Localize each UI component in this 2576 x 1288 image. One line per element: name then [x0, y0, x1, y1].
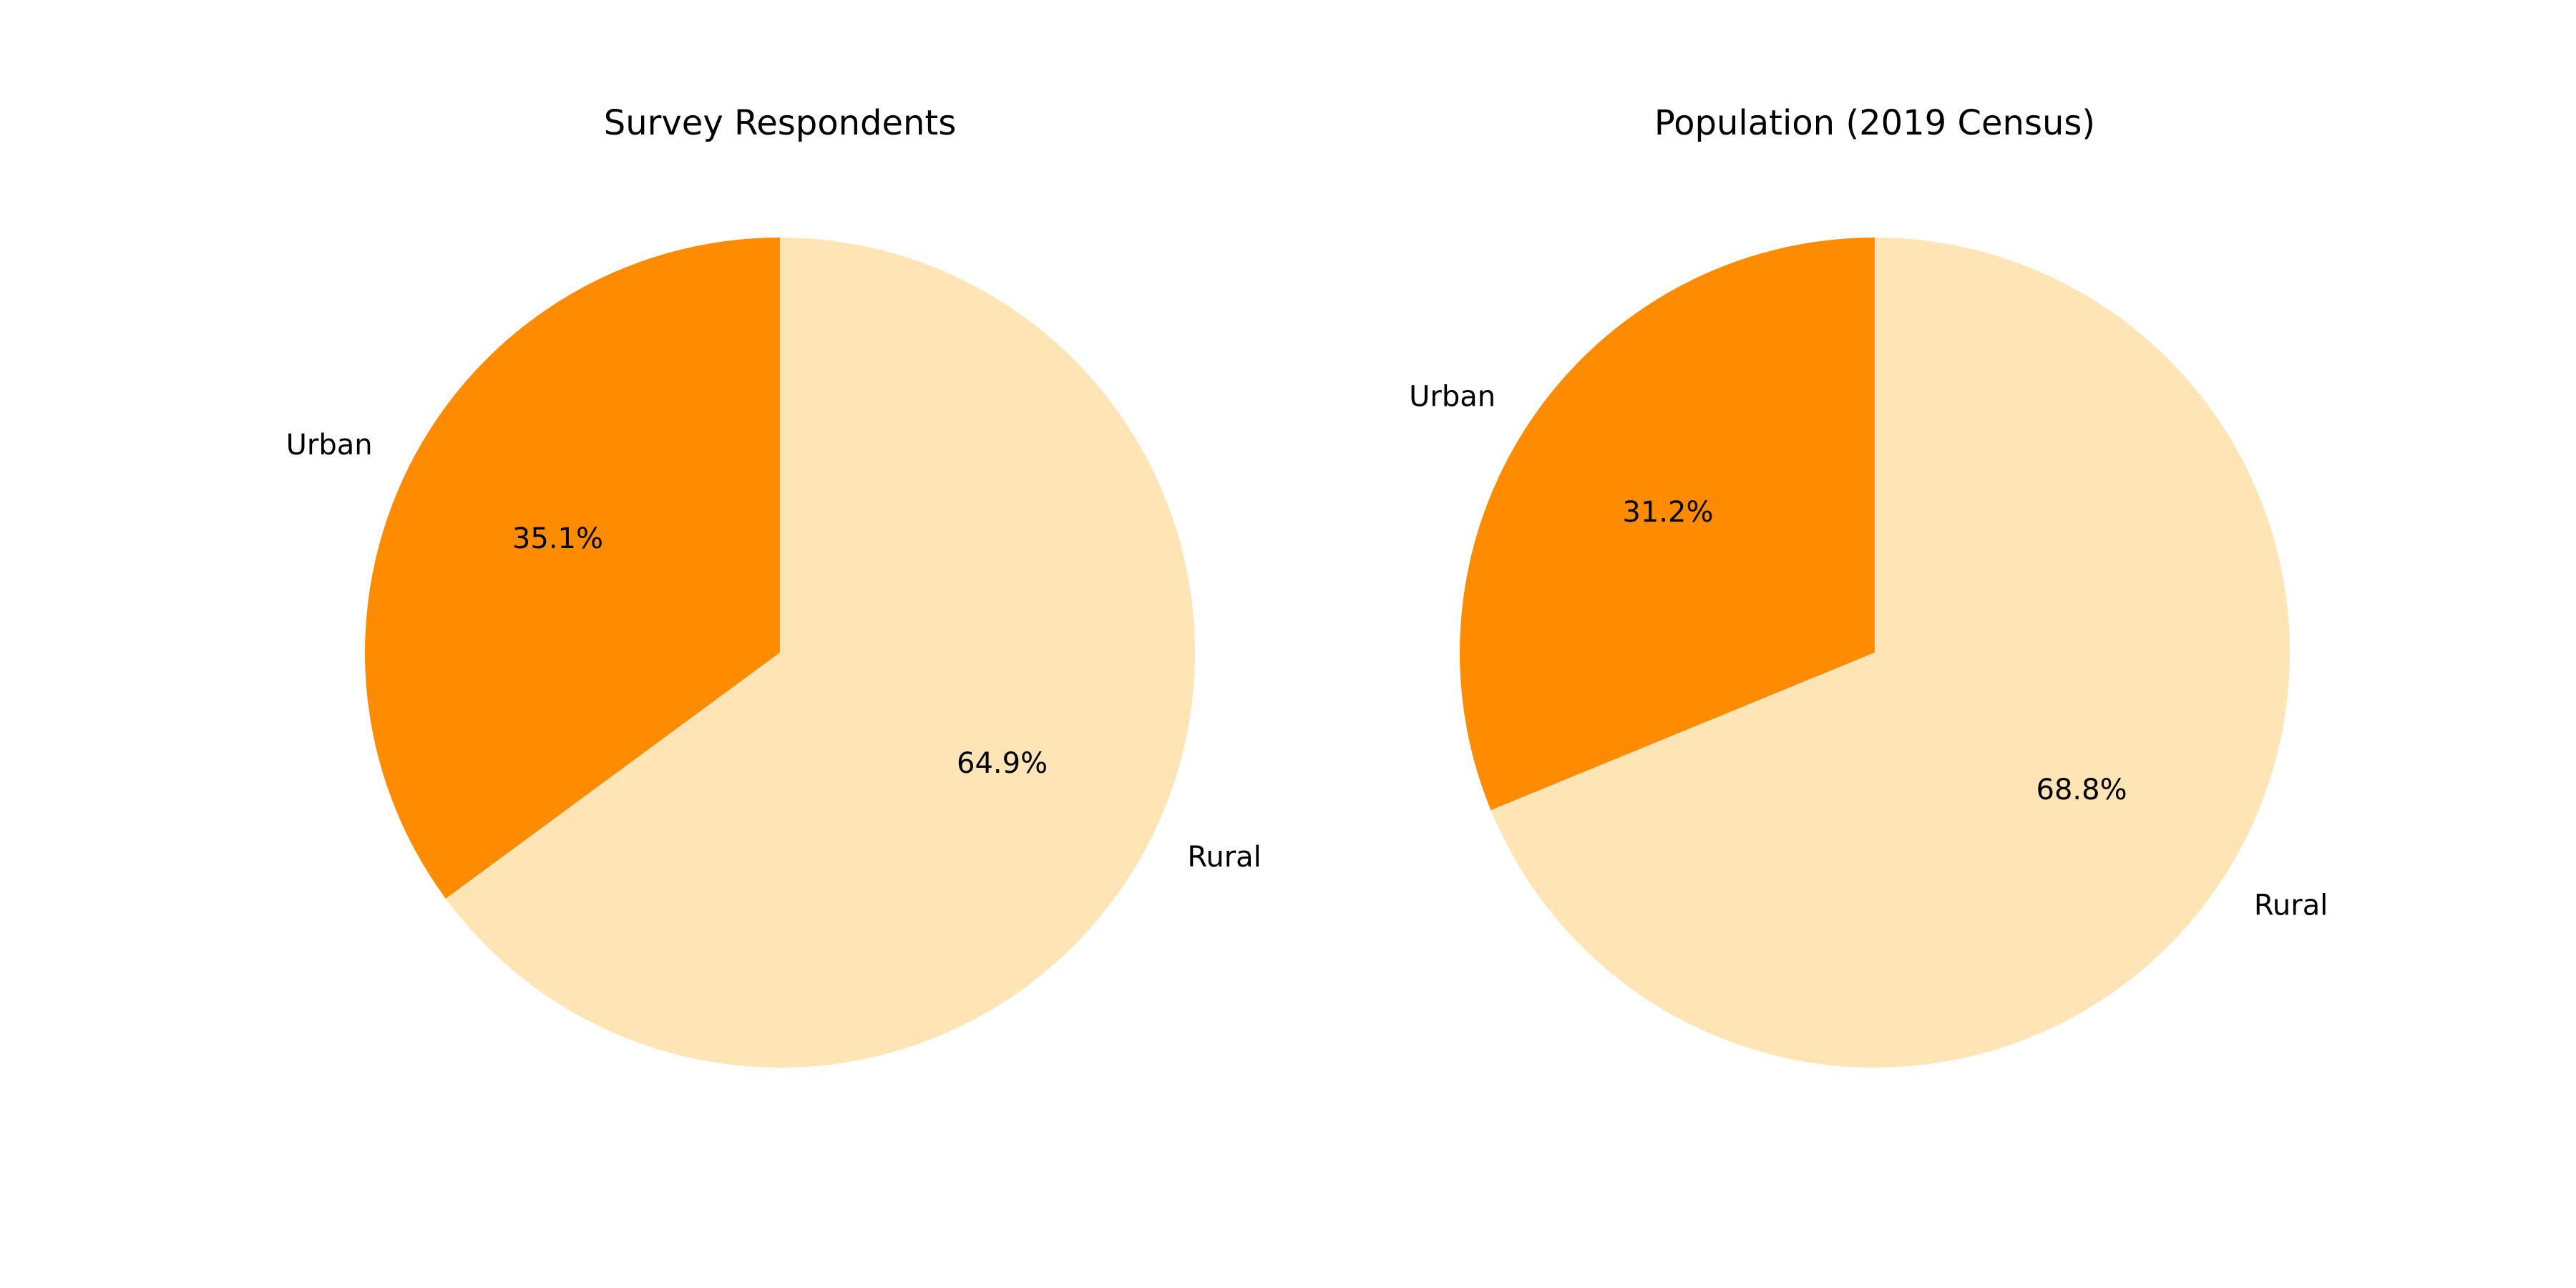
- chart-title: Survey Respondents: [604, 103, 956, 143]
- slice-label: Rural: [1187, 841, 1261, 874]
- slice-label: Urban: [286, 429, 373, 462]
- pie-chart-population-census: Urban 31.2% Rural 68.8% Population (2019 Cen…: [1409, 103, 2328, 1068]
- pie-chart-survey-respondents: Urban 35.1% Rural 64.9% Survey Respondents: [286, 103, 1262, 1068]
- pie-slice-rural: [1491, 238, 2290, 1068]
- slice-label: Rural: [2254, 889, 2328, 922]
- pie-slice-urban: [1460, 238, 1875, 811]
- pie-slice-urban: [365, 238, 780, 899]
- percent-label: 31.2%: [1622, 496, 1713, 529]
- chart-title: Population (2019 Census): [1654, 103, 2095, 143]
- percent-label: 35.1%: [512, 522, 603, 555]
- slice-label: Urban: [1409, 381, 1496, 414]
- percent-label: 64.9%: [957, 747, 1048, 780]
- pie-slice-rural: [445, 238, 1196, 1068]
- percent-label: 68.8%: [2036, 774, 2127, 806]
